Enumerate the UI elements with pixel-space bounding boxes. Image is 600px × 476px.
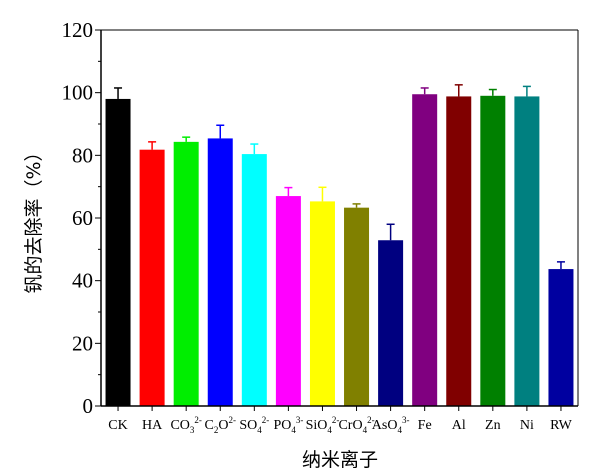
bar <box>309 201 335 406</box>
x-tick-label: Fe <box>418 418 432 433</box>
y-tick-label: 80 <box>72 143 93 167</box>
x-tick-label: SO42- <box>239 415 269 435</box>
y-tick-label: 60 <box>72 206 93 230</box>
x-tick-label: PO43- <box>273 415 303 435</box>
x-tick-label: HA <box>142 418 163 433</box>
bar <box>514 96 540 406</box>
bar <box>139 149 165 406</box>
x-axis-title: 纳米离子 <box>302 449 378 471</box>
bar <box>207 138 233 406</box>
x-tick-label: SiO42- <box>306 415 340 435</box>
x-tick-label: CO32- <box>170 415 201 435</box>
x-tick-label: AsO43- <box>372 415 410 435</box>
x-tick-label: CK <box>108 418 127 433</box>
y-tick-label: 40 <box>72 269 93 293</box>
x-tick-label: RW <box>550 418 573 433</box>
bar <box>412 94 438 406</box>
y-tick-label: 100 <box>62 81 94 105</box>
bar <box>105 98 131 406</box>
x-tick-label: Zn <box>485 418 501 433</box>
x-tick-label: Al <box>452 418 466 433</box>
bar <box>378 240 404 406</box>
bar <box>548 269 574 406</box>
y-tick-label: 120 <box>62 18 94 42</box>
bar <box>446 96 472 406</box>
bar <box>480 95 506 407</box>
bar <box>173 141 199 407</box>
x-tick-label: CrO42- <box>338 415 374 435</box>
y-axis-title: 钒的去除率（%） <box>23 142 45 293</box>
bar <box>241 154 267 406</box>
x-tick-label: C2O2- <box>205 415 236 435</box>
bar <box>344 207 370 406</box>
y-tick-label: 0 <box>83 394 94 418</box>
bar <box>275 196 301 406</box>
x-tick-label: Ni <box>520 418 534 433</box>
y-tick-label: 20 <box>72 331 93 355</box>
